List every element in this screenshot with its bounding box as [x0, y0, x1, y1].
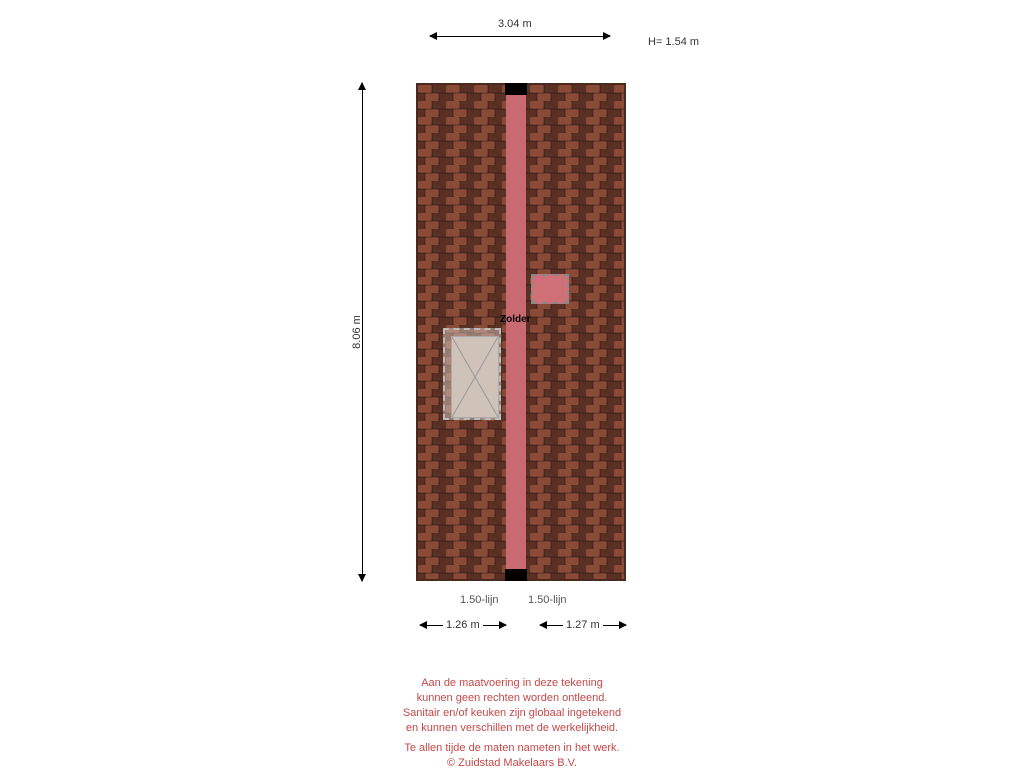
ridge-cap-top — [505, 83, 527, 95]
height-note: H= 1.54 m — [648, 36, 699, 48]
skylight-cross-icon — [452, 337, 498, 417]
dimension-bottom-right: 1.27 m — [540, 621, 626, 641]
skylight — [443, 328, 501, 420]
dimension-left: 8.06 m — [358, 83, 378, 581]
dimension-left-label: 8.06 m — [351, 315, 363, 349]
disclaimer-line: Sanitair en/of keuken zijn globaal inget… — [0, 706, 1024, 721]
dimension-top: 3.04 m — [430, 32, 610, 52]
roof-ridge — [506, 83, 526, 581]
dimension-top-label: 3.04 m — [498, 18, 532, 30]
disclaimer-line: Aan de maatvoering in deze tekening — [0, 676, 1024, 691]
disclaimer-block: Aan de maatvoering in deze tekening kunn… — [0, 676, 1024, 768]
skylight-pane — [451, 336, 499, 418]
disclaimer-line: Te allen tijde de maten nameten in het w… — [0, 741, 1024, 756]
disclaimer-line: © Zuidstad Makelaars B.V. — [0, 756, 1024, 768]
chimney — [531, 274, 569, 304]
floorplan-stage: Zolder 3.04 m 8.06 m 1.26 m 1.27 m 1.50-… — [0, 0, 1024, 768]
dimension-bottom-right-label: 1.27 m — [563, 619, 603, 631]
ridge-cap-bottom — [505, 569, 527, 581]
lijn-label-left: 1.50-lijn — [460, 594, 499, 606]
dimension-bottom-left-label: 1.26 m — [443, 619, 483, 631]
disclaimer-line: en kunnen verschillen met de werkelijkhe… — [0, 721, 1024, 736]
room-label: Zolder — [500, 314, 531, 325]
disclaimer-line: kunnen geen rechten worden ontleend. — [0, 691, 1024, 706]
lijn-label-right: 1.50-lijn — [528, 594, 567, 606]
dimension-bottom-left: 1.26 m — [420, 621, 506, 641]
